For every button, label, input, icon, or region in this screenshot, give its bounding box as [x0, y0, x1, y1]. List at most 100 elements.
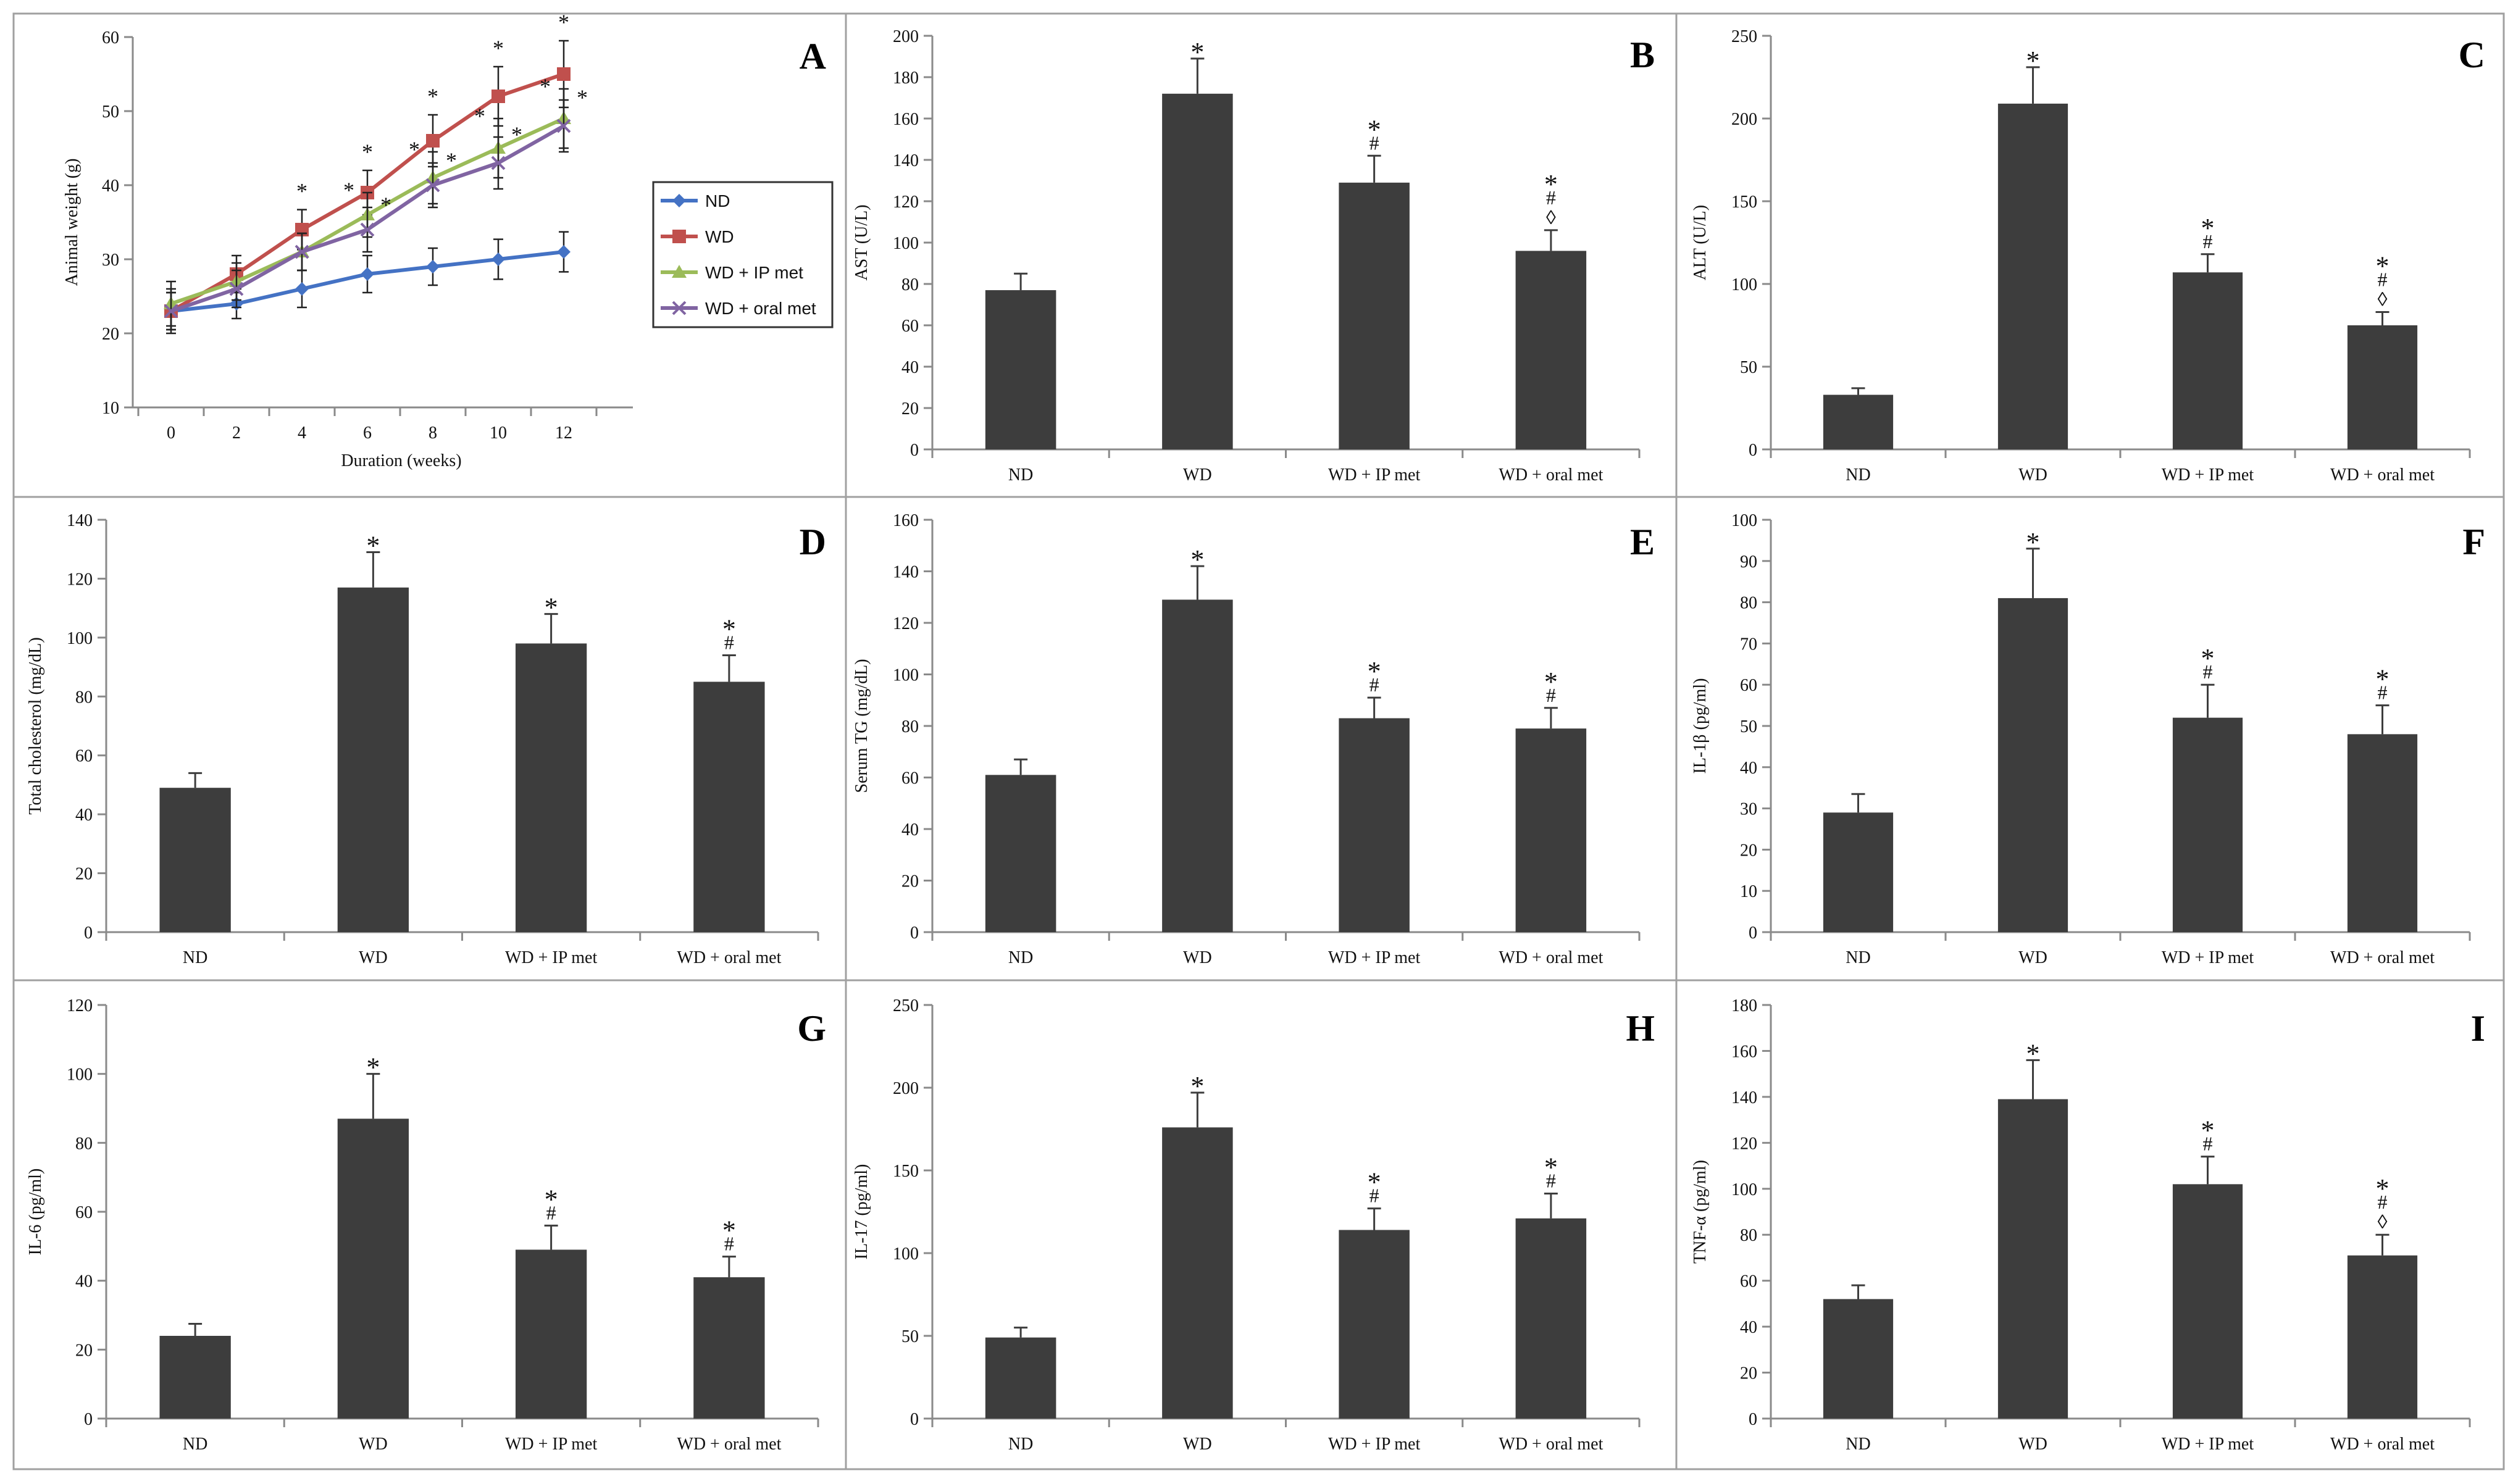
y-tick-label: 140 — [67, 511, 93, 530]
y-tick-label: 100 — [1731, 275, 1757, 294]
significance-star: * — [1544, 169, 1558, 199]
bar — [1162, 93, 1233, 450]
panel-letter: G — [797, 1008, 826, 1049]
y-tick-label: 0 — [1749, 441, 1757, 460]
significance-diamond: ◊ — [2378, 288, 2388, 311]
x-tick-label: WD — [2018, 465, 2047, 485]
y-tick-label: 60 — [102, 28, 119, 48]
y-tick-label: 40 — [75, 1272, 93, 1291]
point-marker — [557, 67, 571, 81]
x-tick-label: WD + IP met — [505, 948, 598, 967]
y-tick-label: 20 — [75, 865, 93, 884]
chart-panel-d: 0 20 40 60 80 100 120 140 Total cholesterol (mg/… — [26, 511, 826, 967]
point-marker — [425, 178, 440, 193]
y-tick-label: 150 — [1731, 193, 1757, 212]
x-tick-label: WD + oral met — [2330, 465, 2435, 485]
y-tick-label: 100 — [893, 234, 919, 253]
y-tick-label: 50 — [102, 102, 119, 122]
legend-label: WD + IP met — [705, 263, 803, 282]
point-marker — [672, 301, 687, 315]
significance-hash: # — [1369, 131, 1379, 154]
y-tick-label: 40 — [1740, 1318, 1757, 1337]
significance-star: * — [380, 193, 391, 217]
bar — [1515, 728, 1587, 932]
significance-star: * — [474, 104, 485, 128]
x-tick-label: ND — [183, 1435, 207, 1454]
point-marker — [491, 252, 505, 266]
y-tick-label: 150 — [893, 1162, 919, 1181]
significance-star: * — [545, 1184, 558, 1214]
bar — [1823, 394, 1894, 449]
significance-hash: # — [1546, 1170, 1556, 1192]
significance-diamond: ◊ — [1546, 206, 1556, 228]
significance-hash: # — [724, 631, 734, 653]
y-tick-label: 80 — [75, 1134, 93, 1153]
y-tick-label: 0 — [910, 923, 919, 943]
significance-star: * — [558, 10, 569, 35]
y-tick-label: 10 — [1740, 882, 1757, 901]
y-tick-label: 60 — [901, 769, 919, 788]
y-tick-label: 100 — [1731, 1180, 1757, 1199]
legend-label: WD — [705, 227, 734, 246]
point-marker — [672, 230, 686, 243]
panel-frame-i — [1675, 979, 2505, 1470]
bar — [159, 1336, 231, 1419]
x-tick-label: WD — [1183, 465, 1212, 485]
y-axis-label: IL-6 (pg/ml) — [26, 1169, 45, 1256]
y-tick-label: 0 — [84, 1410, 93, 1429]
bar — [1339, 718, 1410, 932]
y-tick-label: 0 — [84, 923, 93, 943]
bar — [159, 788, 231, 932]
significance-star: * — [545, 593, 558, 623]
chart-panel-h: 0 50 100 150 200 250 IL-17 (pg/ml) ND WD * WD + IP… — [852, 996, 1655, 1454]
significance-star: * — [427, 84, 438, 109]
y-axis-label: TNF-α (pg/ml) — [1691, 1160, 1710, 1264]
x-tick-label: ND — [1008, 1435, 1033, 1454]
significance-hash: # — [2378, 269, 2388, 291]
bar — [693, 682, 765, 932]
point-marker — [360, 222, 375, 237]
bar — [985, 775, 1056, 932]
significance-star: * — [409, 137, 420, 162]
x-axis-label: Duration (weeks) — [341, 451, 461, 470]
bar — [2172, 272, 2243, 449]
significance-star: * — [2376, 251, 2390, 281]
y-tick-label: 200 — [893, 1079, 919, 1098]
bar — [515, 1249, 587, 1419]
x-tick-label: WD + IP met — [1328, 465, 1421, 485]
y-axis-label: Total cholesterol (mg/dL) — [26, 637, 45, 814]
y-tick-label: 120 — [67, 996, 93, 1015]
y-tick-label: 100 — [1731, 511, 1757, 530]
point-marker — [426, 260, 440, 273]
significance-star: * — [577, 85, 588, 110]
significance-star: * — [446, 148, 457, 173]
significance-star: * — [1544, 667, 1558, 697]
y-tick-label: 20 — [102, 325, 119, 344]
point-marker — [556, 119, 571, 133]
significance-star: * — [511, 122, 522, 147]
x-tick-label: WD + IP met — [1328, 1435, 1421, 1454]
bar — [337, 1119, 409, 1419]
bar — [1997, 1099, 2068, 1419]
panel-letter: B — [1630, 35, 1655, 75]
y-tick-label: 20 — [1740, 1364, 1757, 1383]
x-tick-label: WD — [1183, 948, 1212, 967]
bar — [2172, 717, 2243, 932]
y-tick-label: 20 — [901, 399, 919, 419]
x-tick-label: 4 — [298, 423, 306, 443]
significance-star: * — [1544, 1153, 1558, 1183]
x-tick-label: ND — [183, 948, 207, 967]
bar — [515, 643, 587, 932]
y-tick-label: 60 — [1740, 676, 1757, 695]
significance-star: * — [1190, 544, 1204, 575]
x-tick-label: ND — [1846, 1435, 1870, 1454]
significance-star: * — [722, 1215, 736, 1246]
bar — [693, 1277, 765, 1419]
significance-star: * — [2376, 664, 2390, 694]
x-tick-label: WD — [2018, 948, 2047, 967]
chart-panel-b: 0 20 40 60 80 100 120 140 160 180 200 AST (U/L) ND WD… — [852, 27, 1655, 485]
significance-star: * — [1368, 1167, 1381, 1198]
y-tick-label: 40 — [901, 358, 919, 377]
bar — [2347, 734, 2418, 932]
